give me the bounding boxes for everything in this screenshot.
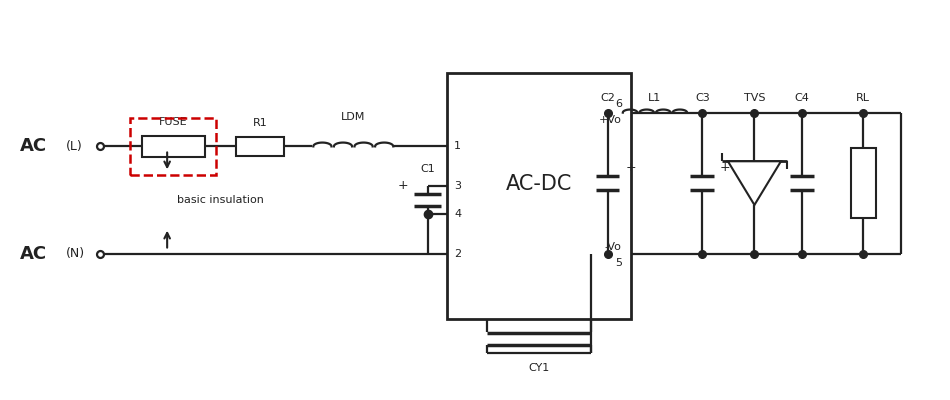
Text: +: +	[720, 161, 731, 174]
Text: C2: C2	[600, 93, 615, 103]
Text: 3: 3	[454, 181, 461, 191]
Text: TVS: TVS	[744, 93, 765, 103]
Text: RL: RL	[856, 93, 870, 103]
Text: AC: AC	[20, 137, 48, 155]
Text: AC-DC: AC-DC	[505, 174, 572, 194]
Bar	[130, 118, 217, 175]
Text: LDM: LDM	[341, 112, 366, 122]
Text: (L): (L)	[66, 140, 83, 153]
Text: 2: 2	[454, 249, 462, 259]
Text: C3: C3	[695, 93, 710, 103]
Bar	[142, 136, 205, 157]
Text: C1: C1	[420, 164, 435, 174]
Text: FUSE: FUSE	[159, 117, 187, 127]
Bar	[446, 73, 632, 319]
Text: CY1: CY1	[528, 363, 549, 373]
Text: C4: C4	[794, 93, 809, 103]
Polygon shape	[728, 161, 781, 205]
Text: -Vo: -Vo	[605, 242, 622, 252]
Text: L1: L1	[648, 93, 661, 103]
Text: 5: 5	[615, 258, 622, 268]
Text: AC: AC	[20, 245, 48, 263]
Text: (N): (N)	[66, 247, 85, 260]
Text: basic insulation: basic insulation	[177, 195, 263, 205]
Text: 6: 6	[615, 99, 622, 109]
Text: 1: 1	[454, 141, 461, 151]
Bar	[851, 148, 876, 218]
Text: +: +	[398, 179, 408, 192]
Text: 4: 4	[454, 209, 462, 219]
Text: +: +	[625, 161, 636, 174]
Text: R1: R1	[253, 118, 267, 128]
Bar	[237, 137, 284, 156]
Text: +Vo: +Vo	[598, 114, 622, 124]
